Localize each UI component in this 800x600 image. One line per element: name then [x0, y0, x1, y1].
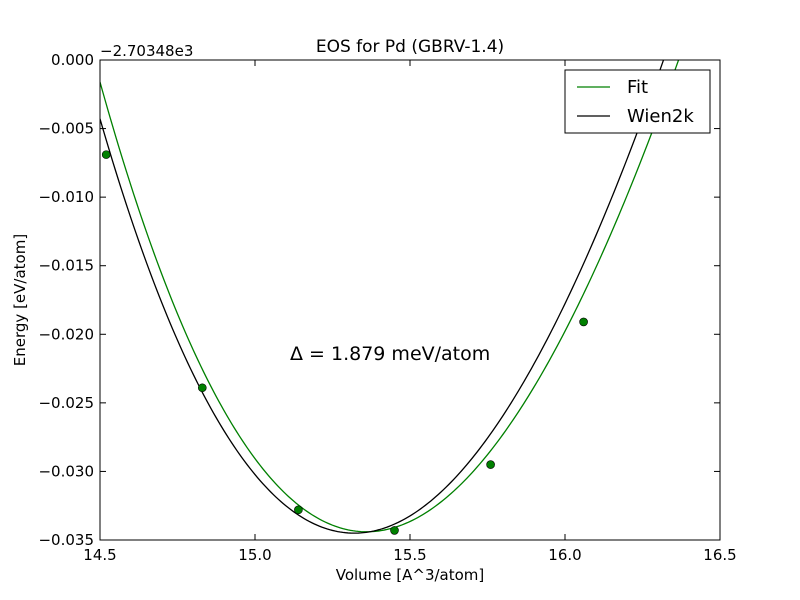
- y-axis-label: Energy [eV/atom]: [11, 234, 29, 366]
- chart-title: EOS for Pd (GBRV-1.4): [316, 37, 504, 57]
- tick-layer: 14.5 15.0 15.5 16.0 16.5 0.000 −0.005 −0.010 −0.…: [38, 51, 736, 564]
- y-tick-label: −0.035: [38, 531, 94, 549]
- y-tick-label: −0.005: [38, 120, 94, 138]
- x-tick-label: 16.5: [703, 546, 736, 564]
- y-tick-label: 0.000: [51, 51, 94, 69]
- legend-box: [564, 69, 711, 134]
- delta-annotation: Δ = 1.879 meV/atom: [290, 343, 490, 365]
- x-axis-label: Volume [A^3/atom]: [336, 566, 485, 584]
- x-tick-label: 16.0: [548, 546, 581, 564]
- data-point: [390, 526, 399, 535]
- legend-label-fit: Fit: [627, 77, 648, 98]
- y-tick-label: −0.020: [38, 325, 94, 343]
- y-tick-label: −0.030: [38, 462, 94, 480]
- series-line-fit: [100, 60, 680, 533]
- series-line-wien2k: [100, 60, 665, 534]
- y-offset-label: −2.70348e3: [100, 42, 193, 60]
- legend: Fit Wien2k: [564, 69, 711, 134]
- x-tick-label: 14.5: [83, 546, 116, 564]
- legend-label-wien2k: Wien2k: [627, 106, 694, 127]
- data-point: [579, 317, 588, 327]
- y-tick-label: −0.015: [38, 257, 94, 275]
- y-tick-label: −0.025: [38, 394, 94, 412]
- y-tick-label: −0.010: [38, 188, 94, 206]
- data-point: [198, 383, 207, 393]
- data-point: [294, 505, 303, 515]
- x-tick-label: 15.0: [238, 546, 271, 564]
- data-point: [486, 460, 495, 469]
- x-tick-label: 15.5: [393, 546, 426, 564]
- data-point: [101, 150, 111, 159]
